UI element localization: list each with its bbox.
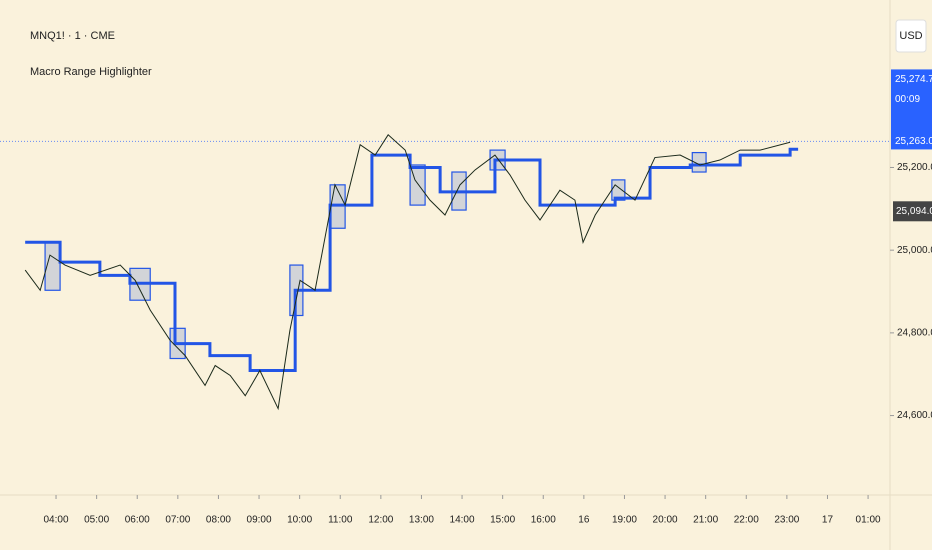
y-tick-label: 25,000.00 [897,245,932,256]
x-tick-label: 11:00 [328,515,353,526]
x-tick-label: 17 [822,515,834,526]
x-tick-label: 21:00 [693,515,718,526]
x-tick-label: 10:00 [287,515,312,526]
y-tick-label: 24,600.00 [897,410,932,421]
macro-range [691,151,707,173]
currency-label[interactable]: USD [899,30,922,42]
x-tick-label: 07:00 [165,515,190,526]
x-tick-label: 22:00 [734,515,759,526]
countdown-label: 00:09 [895,94,920,105]
last-price-label: 25,263.00 [895,136,932,147]
x-tick-label: 15:00 [490,515,515,526]
x-tick-label: 08:00 [206,515,231,526]
x-tick-label: 20:00 [653,515,678,526]
x-tick-label: 16:00 [531,515,556,526]
y-tick-label: 24,800.00 [897,328,932,339]
high-price-label: 25,274.75 [895,74,932,85]
marker-price-tag [893,201,932,222]
last-price-tag [891,69,932,150]
level-step-line [25,147,799,372]
x-tick-label: 16 [578,515,590,526]
x-tick-label: 14:00 [450,515,475,526]
x-tick-label: 06:00 [125,515,150,526]
x-tick-label: 01:00 [856,515,881,526]
x-tick-label: 23:00 [774,515,799,526]
marker-price-label: 25,094.00 [896,206,932,217]
currency-button[interactable] [895,19,927,53]
x-tick-label: 19:00 [612,515,637,526]
x-tick-label: 12:00 [368,515,393,526]
price-line [24,134,791,411]
x-tick-label: 05:00 [84,515,109,526]
x-tick-label: 04:00 [44,515,69,526]
y-tick-label: 25,200.00 [897,162,932,173]
indicator-name: Macro Range Highlighter [30,66,152,78]
x-tick-label: 13:00 [409,515,434,526]
x-tick-label: 09:00 [247,515,272,526]
chart-title: MNQ1! · 1 · CME [30,30,115,42]
